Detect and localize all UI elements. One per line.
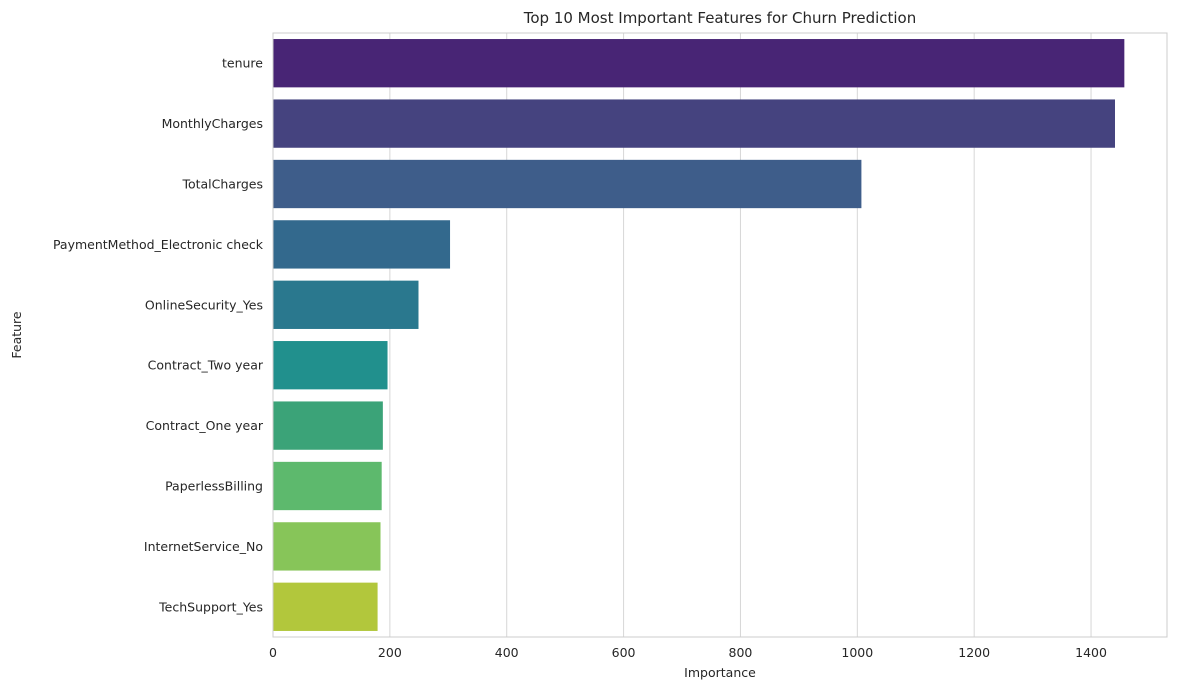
bar <box>273 280 419 329</box>
x-tick-labels: 0 200 400 600 800 1000 1200 1400 <box>269 645 1107 660</box>
bar <box>273 159 862 209</box>
y-tick-label: tenure <box>222 56 263 71</box>
bar <box>273 401 383 450</box>
x-tick-label: 600 <box>612 645 636 660</box>
y-tick-label: MonthlyCharges <box>162 116 263 131</box>
x-tick-label: 400 <box>495 645 519 660</box>
bar <box>273 461 382 511</box>
chart-title: Top 10 Most Important Features for Churn… <box>523 9 917 27</box>
bar <box>273 341 388 390</box>
bars <box>273 39 1125 631</box>
y-tick-label: PaymentMethod_Electronic check <box>53 237 264 252</box>
x-tick-label: 1000 <box>841 645 873 660</box>
bar <box>273 99 1115 148</box>
x-tick-label: 800 <box>729 645 753 660</box>
bar <box>273 522 381 571</box>
y-tick-label: InternetService_No <box>144 539 263 554</box>
y-tick-label: TotalCharges <box>181 177 263 192</box>
x-tick-label: 200 <box>378 645 402 660</box>
bar <box>273 39 1125 88</box>
y-tick-label: Contract_One year <box>146 418 264 433</box>
y-tick-labels: tenure MonthlyCharges TotalCharges PaymentM… <box>53 56 264 615</box>
y-tick-label: OnlineSecurity_Yes <box>145 297 263 312</box>
x-tick-label: 1400 <box>1075 645 1107 660</box>
y-tick-label: PaperlessBilling <box>165 479 263 494</box>
x-tick-label: 1200 <box>958 645 990 660</box>
x-axis-label: Importance <box>684 665 756 680</box>
y-tick-label: TechSupport_Yes <box>158 599 263 614</box>
y-tick-label: Contract_Two year <box>148 358 264 373</box>
bar <box>273 220 451 269</box>
bar <box>273 582 378 631</box>
y-axis-label: Feature <box>9 311 24 359</box>
x-tick-label: 0 <box>269 645 277 660</box>
plot-frame <box>272 32 1168 638</box>
